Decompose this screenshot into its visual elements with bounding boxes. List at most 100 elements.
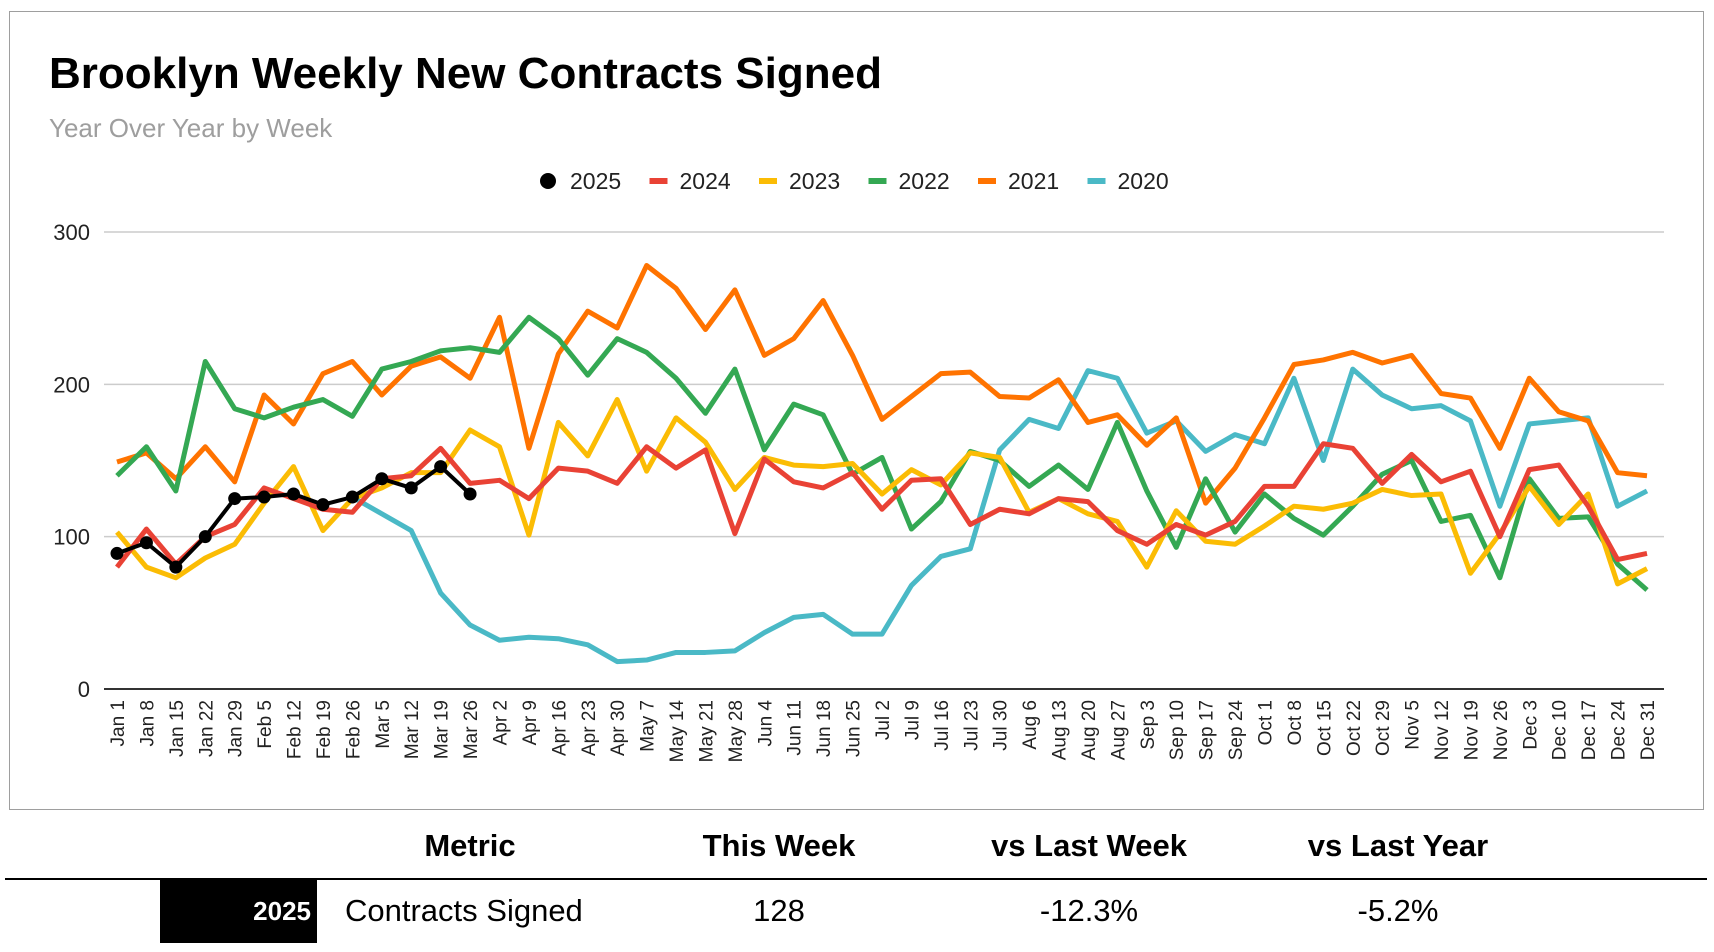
x-tick-label: Aug 6 bbox=[1020, 700, 1041, 750]
series-lines bbox=[110, 263, 1649, 665]
x-tick-label: Apr 23 bbox=[579, 700, 600, 756]
header-vs-last-week: vs Last Week bbox=[991, 828, 1187, 863]
legend-item-2023: 2023 bbox=[759, 168, 840, 194]
x-tick-label: Aug 13 bbox=[1050, 700, 1071, 760]
x-tick-label: Jun 18 bbox=[814, 700, 835, 757]
series-line-2024 bbox=[115, 441, 1648, 569]
year-badge: 2025 bbox=[160, 879, 317, 943]
data-point bbox=[345, 490, 359, 504]
x-tick-label: Jan 15 bbox=[167, 700, 188, 757]
x-tick-label: Nov 26 bbox=[1491, 700, 1512, 760]
series-2024 bbox=[115, 441, 1648, 569]
x-tick-label: Sep 17 bbox=[1197, 700, 1218, 760]
x-tick-label: Jan 1 bbox=[108, 700, 129, 746]
x-tick-label: Dec 31 bbox=[1638, 700, 1659, 760]
x-tick-label: Oct 29 bbox=[1373, 700, 1394, 756]
x-tick-label: Jan 22 bbox=[196, 700, 217, 757]
y-tick-label: 300 bbox=[53, 220, 90, 245]
x-tick-label: May 7 bbox=[638, 700, 659, 752]
x-tick-label: Dec 3 bbox=[1520, 700, 1541, 750]
series-line-2023 bbox=[115, 397, 1649, 587]
x-tick-label: Mar 19 bbox=[432, 700, 453, 759]
data-point bbox=[287, 487, 301, 501]
x-tick-label: Mar 12 bbox=[402, 700, 423, 759]
x-tick-label: Jun 11 bbox=[785, 700, 806, 756]
data-point bbox=[169, 560, 183, 574]
x-tick-label: Apr 30 bbox=[608, 700, 629, 756]
series-2020 bbox=[351, 366, 1649, 665]
series-line-2020 bbox=[351, 366, 1649, 665]
x-tick-label: Dec 17 bbox=[1579, 700, 1600, 760]
data-point bbox=[316, 498, 330, 512]
legend-item-2022: 2022 bbox=[868, 168, 950, 194]
x-tick-label: Apr 2 bbox=[491, 700, 512, 745]
legend-marker bbox=[978, 178, 996, 184]
data-point bbox=[375, 472, 389, 486]
x-tick-label: Sep 24 bbox=[1226, 700, 1247, 761]
x-tick-label: Nov 12 bbox=[1432, 700, 1453, 760]
x-tick-label: Feb 5 bbox=[255, 700, 276, 749]
x-tick-label: Apr 9 bbox=[520, 700, 541, 745]
data-point bbox=[434, 460, 448, 474]
legend-marker bbox=[540, 173, 556, 189]
data-point bbox=[404, 481, 418, 495]
series-2022 bbox=[115, 314, 1649, 592]
x-tick-label: Jun 25 bbox=[844, 700, 865, 757]
x-tick-label: Nov 19 bbox=[1461, 700, 1482, 760]
data-point bbox=[139, 536, 153, 550]
x-tick-label: Dec 24 bbox=[1609, 700, 1630, 761]
x-tick-label: Aug 20 bbox=[1079, 700, 1100, 760]
header-divider bbox=[5, 878, 1707, 880]
x-tick-label: Jul 30 bbox=[991, 700, 1012, 751]
data-point bbox=[257, 490, 271, 504]
legend-item-2021: 2021 bbox=[978, 168, 1059, 194]
x-tick-label: Sep 3 bbox=[1138, 700, 1159, 750]
x-tick-label: Feb 26 bbox=[343, 700, 364, 759]
legend: 2025 2024 2023 2022 2021 2020 bbox=[540, 168, 1169, 194]
x-tick-label: Feb 19 bbox=[314, 700, 335, 759]
x-tick-label: Feb 12 bbox=[285, 700, 306, 759]
x-tick-label: Mar 26 bbox=[461, 700, 482, 759]
x-tick-label: Oct 1 bbox=[1256, 700, 1277, 745]
legend-marker bbox=[868, 178, 887, 184]
legend-marker bbox=[649, 178, 668, 184]
x-tick-label: Jul 2 bbox=[873, 700, 894, 740]
series-line-2022 bbox=[115, 314, 1649, 592]
data-point bbox=[228, 492, 242, 506]
legend-label: 2022 bbox=[899, 168, 950, 194]
x-tick-label: Jul 9 bbox=[902, 700, 923, 740]
chart-title: Brooklyn Weekly New Contracts Signed bbox=[49, 49, 882, 98]
data-point bbox=[110, 546, 124, 560]
legend-label: 2025 bbox=[570, 168, 621, 194]
data-point bbox=[198, 530, 212, 544]
x-tick-label: May 28 bbox=[726, 700, 747, 762]
legend-marker bbox=[1087, 178, 1106, 184]
legend-item-2025: 2025 bbox=[540, 168, 621, 194]
x-tick-label: Jul 16 bbox=[932, 700, 953, 751]
header-this-week: This Week bbox=[702, 828, 856, 863]
legend-label: 2024 bbox=[680, 168, 731, 194]
x-tick-label: Oct 22 bbox=[1344, 700, 1365, 756]
data-point bbox=[463, 487, 477, 501]
x-axis: Jan 1 Jan 8 Jan 15 Jan 22 Jan 29 Feb 5 Feb 12 F… bbox=[108, 700, 1659, 763]
x-tick-label: May 21 bbox=[696, 700, 717, 762]
legend-label: 2023 bbox=[789, 168, 840, 194]
x-tick-label: Oct 15 bbox=[1314, 700, 1335, 756]
metric-cell: Contracts Signed bbox=[345, 893, 583, 928]
x-tick-label: Jul 23 bbox=[961, 700, 982, 751]
x-tick-label: Jun 4 bbox=[755, 700, 776, 747]
x-tick-label: Aug 27 bbox=[1108, 700, 1129, 760]
x-tick-label: Dec 10 bbox=[1550, 700, 1571, 760]
legend-marker bbox=[759, 178, 777, 184]
x-tick-label: Jan 29 bbox=[226, 700, 247, 757]
this-week-cell: 128 bbox=[753, 893, 805, 928]
x-tick-label: Sep 10 bbox=[1167, 700, 1188, 760]
vs-last-year-cell: -5.2% bbox=[1357, 893, 1439, 928]
series-2023 bbox=[115, 397, 1649, 587]
x-tick-label: Apr 16 bbox=[549, 700, 570, 756]
x-tick-label: Jan 8 bbox=[137, 700, 158, 746]
header-vs-last-year: vs Last Year bbox=[1307, 828, 1489, 863]
chart-subtitle: Year Over Year by Week bbox=[49, 113, 333, 143]
chart-frame bbox=[9, 11, 1704, 810]
